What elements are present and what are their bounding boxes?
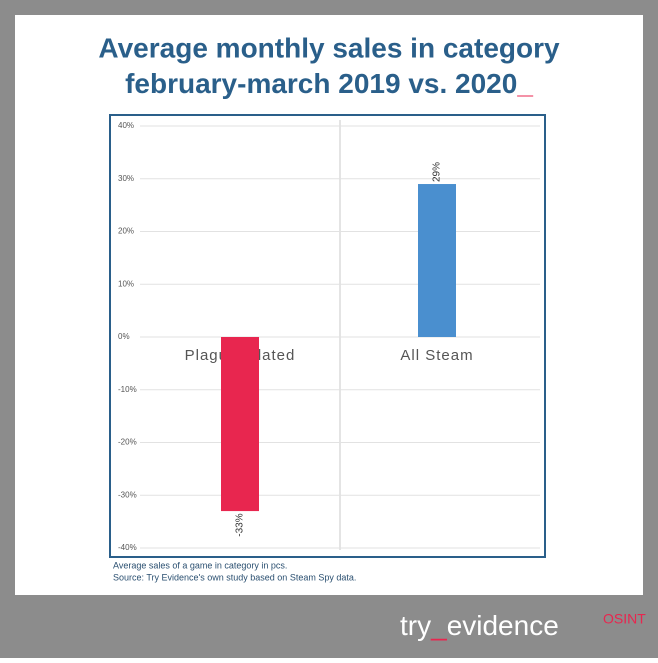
value-label: 29% xyxy=(432,162,443,182)
bar xyxy=(418,184,456,337)
logo-part: try xyxy=(400,610,431,641)
note: Source: Try Evidence's own study based o… xyxy=(113,572,356,582)
y-tick-label: 40% xyxy=(118,121,134,130)
y-tick-label: 20% xyxy=(118,227,134,236)
chart-frame xyxy=(109,114,546,558)
title-cursor: _ xyxy=(516,68,533,99)
y-tick-label: -10% xyxy=(118,385,137,394)
x-tick-label: All Steam xyxy=(400,347,473,364)
y-tick-label: 30% xyxy=(118,174,134,183)
chart-title: february-march 2019 vs. 2020_ xyxy=(125,68,533,99)
title-line: february-march 2019 vs. 2020 xyxy=(125,68,517,99)
note: Average sales of a game in category in p… xyxy=(113,560,287,570)
y-tick-label: -30% xyxy=(118,490,137,499)
y-tick-label: 10% xyxy=(118,279,134,288)
bar xyxy=(221,337,259,512)
logo-part: evidence xyxy=(447,610,559,641)
y-tick-label: 0% xyxy=(118,332,130,341)
value-label: -33% xyxy=(235,513,246,536)
y-tick-label: -40% xyxy=(118,543,137,552)
y-tick-label: -20% xyxy=(118,438,137,447)
panel xyxy=(15,15,643,595)
logo: try_evidence xyxy=(400,610,559,641)
logo-part: _ xyxy=(430,610,447,641)
chart-title: Average monthly sales in category xyxy=(98,32,560,63)
logo-tag: OSINT xyxy=(603,611,646,627)
